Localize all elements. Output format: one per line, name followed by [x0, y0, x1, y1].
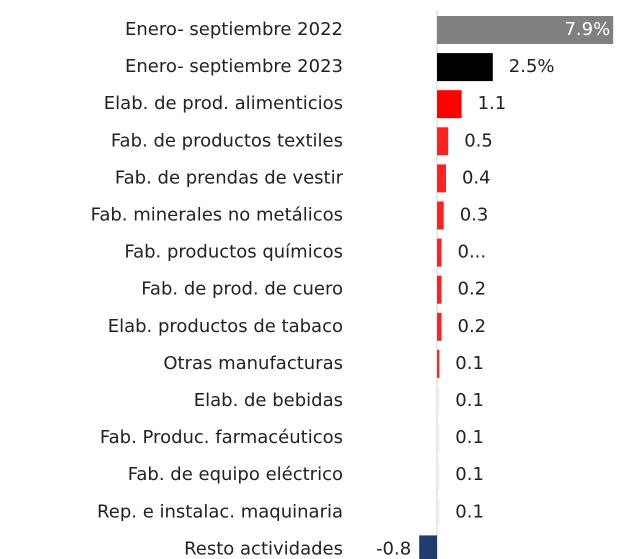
- category-label: Fab. de equipo eléctrico: [128, 464, 343, 485]
- category-label: Fab. Produc. farmacéuticos: [100, 427, 343, 448]
- value-label: 0.4: [462, 167, 491, 188]
- category-label: Fab. de prendas de vestir: [115, 167, 344, 188]
- category-label: Fab. productos químicos: [124, 242, 343, 263]
- value-label: 0.1: [455, 427, 484, 448]
- category-label: Enero- septiembre 2022: [125, 19, 343, 40]
- category-label: Enero- septiembre 2023: [125, 56, 343, 77]
- value-label: 1.1: [478, 93, 507, 114]
- category-label: Otras manufacturas: [163, 353, 343, 374]
- bar: [437, 16, 614, 44]
- value-label: 7.9%: [564, 19, 610, 40]
- bar: [419, 535, 438, 559]
- bar: [437, 127, 449, 156]
- category-label: Fab. de prod. de cuero: [141, 279, 343, 300]
- category-label: Elab. de prod. alimenticios: [104, 93, 343, 114]
- bar: [437, 201, 444, 230]
- category-label: Fab. de productos textiles: [111, 130, 343, 151]
- value-label: 0...: [458, 242, 487, 263]
- bar: [437, 275, 442, 304]
- value-label: 0.1: [455, 353, 484, 374]
- value-label: 0.1: [455, 501, 484, 522]
- bar: [437, 312, 442, 341]
- bar: [437, 53, 493, 82]
- category-label: Fab. minerales no metálicos: [91, 205, 343, 226]
- value-label: 0.3: [460, 205, 489, 226]
- value-label: 0.5: [464, 130, 493, 151]
- value-label: 0.2: [458, 279, 487, 300]
- value-label: 0.1: [455, 390, 484, 411]
- category-label: Resto actividades: [184, 538, 343, 559]
- bar: [437, 238, 442, 267]
- value-label: 0.1: [455, 464, 484, 485]
- category-label: Elab. productos de tabaco: [108, 316, 343, 337]
- bar: [437, 461, 440, 490]
- bar: [437, 387, 440, 415]
- bar: [437, 349, 440, 378]
- bar: [437, 164, 446, 193]
- bar: [437, 498, 440, 527]
- value-label: 0.2: [458, 316, 487, 337]
- value-label: 2.5%: [509, 56, 555, 77]
- category-label: Rep. e instalac. maquinaria: [97, 501, 343, 522]
- category-label: Elab. de bebidas: [194, 390, 343, 411]
- value-label: -0.8: [376, 538, 411, 559]
- bar: [437, 90, 462, 119]
- bar: [437, 424, 440, 453]
